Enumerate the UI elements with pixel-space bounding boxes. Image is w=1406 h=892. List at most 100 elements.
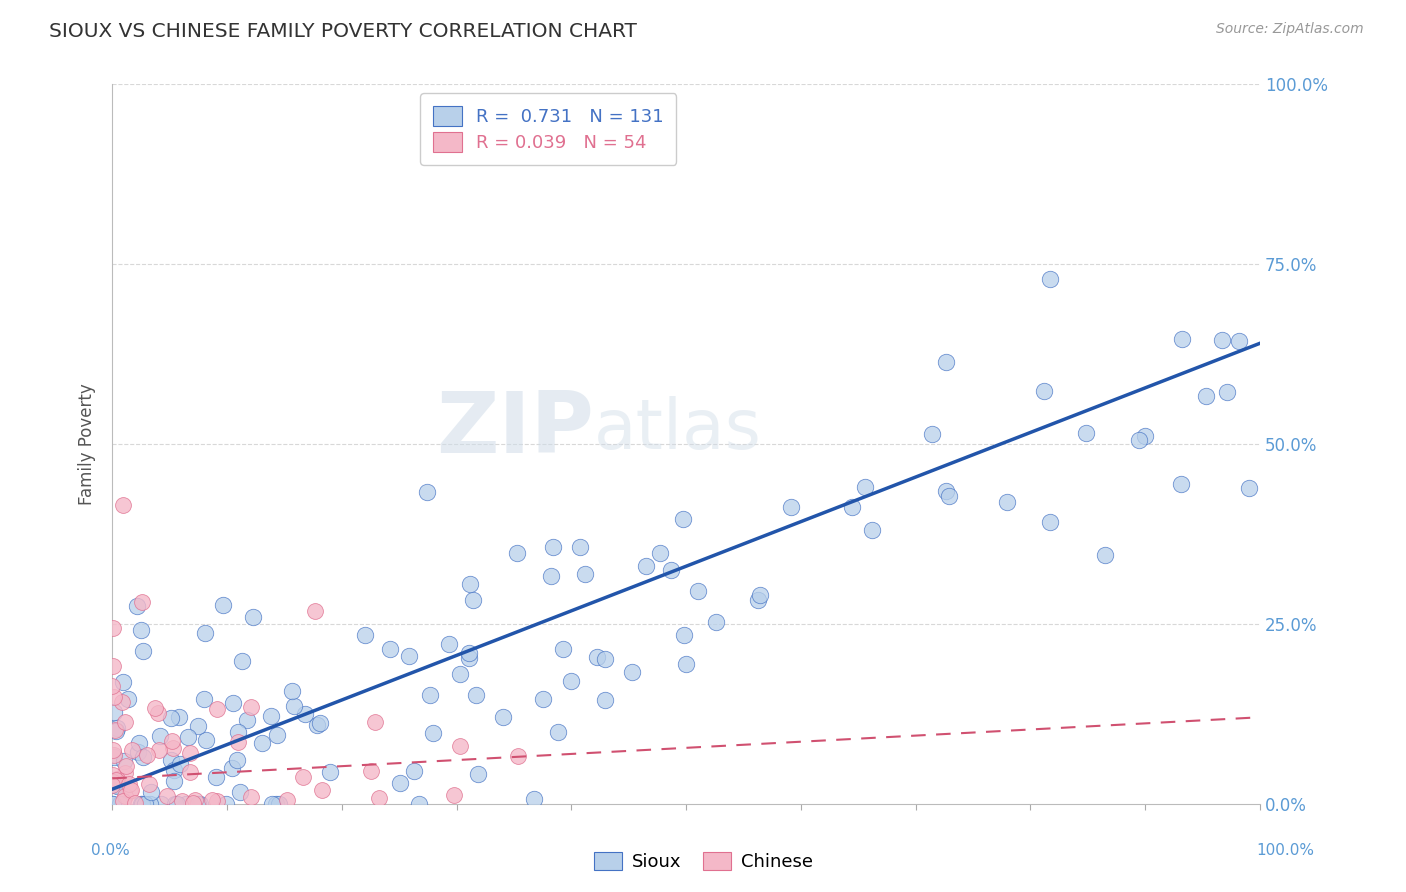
Point xyxy=(1039,272,1062,286)
Point xyxy=(131,595,153,609)
Point xyxy=(114,715,136,730)
Point xyxy=(162,740,184,755)
Point xyxy=(112,499,135,513)
Point xyxy=(460,577,482,591)
Point xyxy=(239,789,262,804)
Point xyxy=(1211,333,1233,347)
Point xyxy=(418,689,440,703)
Point xyxy=(311,782,333,797)
Point xyxy=(1094,548,1116,562)
Point xyxy=(129,797,152,811)
Point xyxy=(636,559,658,574)
Point xyxy=(104,778,127,792)
Point xyxy=(187,797,209,811)
Point xyxy=(193,692,215,706)
Point xyxy=(437,637,460,651)
Point xyxy=(163,774,186,789)
Point xyxy=(1237,482,1260,496)
Point xyxy=(593,652,616,666)
Point xyxy=(103,690,125,704)
Point xyxy=(221,696,243,710)
Point xyxy=(134,797,156,811)
Point xyxy=(194,626,217,640)
Point xyxy=(132,644,155,658)
Point xyxy=(103,748,125,763)
Point xyxy=(150,797,173,811)
Point xyxy=(194,732,217,747)
Point xyxy=(506,546,529,560)
Legend: Sioux, Chinese: Sioux, Chinese xyxy=(586,845,820,879)
Point xyxy=(574,566,596,581)
Point xyxy=(170,794,193,808)
Point xyxy=(304,605,326,619)
Point xyxy=(101,768,124,782)
Point xyxy=(138,797,160,811)
Point xyxy=(111,794,134,808)
Point xyxy=(211,599,233,613)
Point xyxy=(364,715,387,730)
Point xyxy=(276,793,298,807)
Point xyxy=(368,791,391,805)
Point xyxy=(585,649,607,664)
Point xyxy=(188,797,211,811)
Point xyxy=(181,796,204,810)
Point xyxy=(422,726,444,740)
Point xyxy=(779,500,801,515)
Point xyxy=(105,780,128,794)
Point xyxy=(378,642,401,657)
Point xyxy=(131,750,153,764)
Point xyxy=(294,707,316,722)
Point xyxy=(749,588,772,602)
Point xyxy=(672,512,695,526)
Point xyxy=(111,797,134,811)
Point xyxy=(458,646,481,660)
Point xyxy=(319,764,342,779)
Point xyxy=(593,692,616,706)
Point xyxy=(1171,332,1194,346)
Point xyxy=(661,563,683,577)
Point xyxy=(461,593,484,607)
Point xyxy=(239,700,262,714)
Point xyxy=(101,659,124,673)
Point xyxy=(1135,428,1157,442)
Point xyxy=(921,426,943,441)
Point xyxy=(184,792,207,806)
Point xyxy=(101,778,124,792)
Point xyxy=(115,759,138,773)
Point xyxy=(225,753,247,767)
Point xyxy=(443,788,465,802)
Point xyxy=(704,615,727,630)
Point xyxy=(101,743,124,757)
Point xyxy=(169,756,191,771)
Point xyxy=(131,797,153,811)
Point xyxy=(291,770,314,784)
Point xyxy=(143,701,166,715)
Point xyxy=(226,734,249,748)
Text: Source: ZipAtlas.com: Source: ZipAtlas.com xyxy=(1216,22,1364,37)
Point xyxy=(568,540,591,554)
Point xyxy=(360,764,382,778)
Point xyxy=(281,684,304,698)
Point xyxy=(148,743,170,757)
Point xyxy=(353,628,375,642)
Point xyxy=(560,673,582,688)
Point xyxy=(1128,433,1150,447)
Point xyxy=(1195,389,1218,403)
Point xyxy=(458,651,481,665)
Point xyxy=(467,767,489,781)
Point xyxy=(672,628,695,642)
Legend: R =  0.731   N = 131, R = 0.039   N = 54: R = 0.731 N = 131, R = 0.039 N = 54 xyxy=(420,94,676,165)
Point xyxy=(853,480,876,494)
Point xyxy=(1038,515,1060,529)
Point xyxy=(120,784,142,798)
Point xyxy=(1170,476,1192,491)
Point xyxy=(111,695,134,709)
Point xyxy=(187,719,209,733)
Point xyxy=(648,546,671,560)
Point xyxy=(103,749,125,764)
Point xyxy=(112,675,135,690)
Point xyxy=(541,541,564,555)
Point xyxy=(675,657,697,671)
Point xyxy=(177,730,200,744)
Point xyxy=(114,766,136,780)
